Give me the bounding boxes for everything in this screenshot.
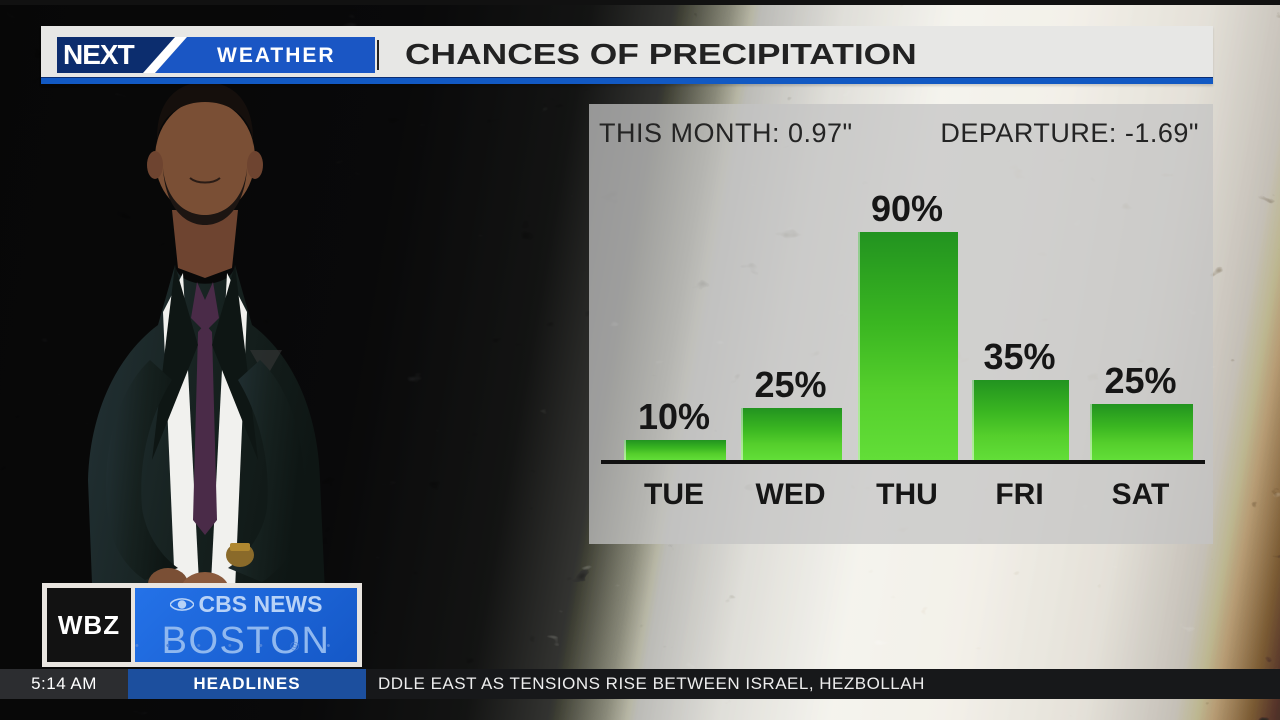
svg-text:WEATHER: WEATHER xyxy=(217,44,336,67)
svg-text:NEXT: NEXT xyxy=(63,39,135,70)
